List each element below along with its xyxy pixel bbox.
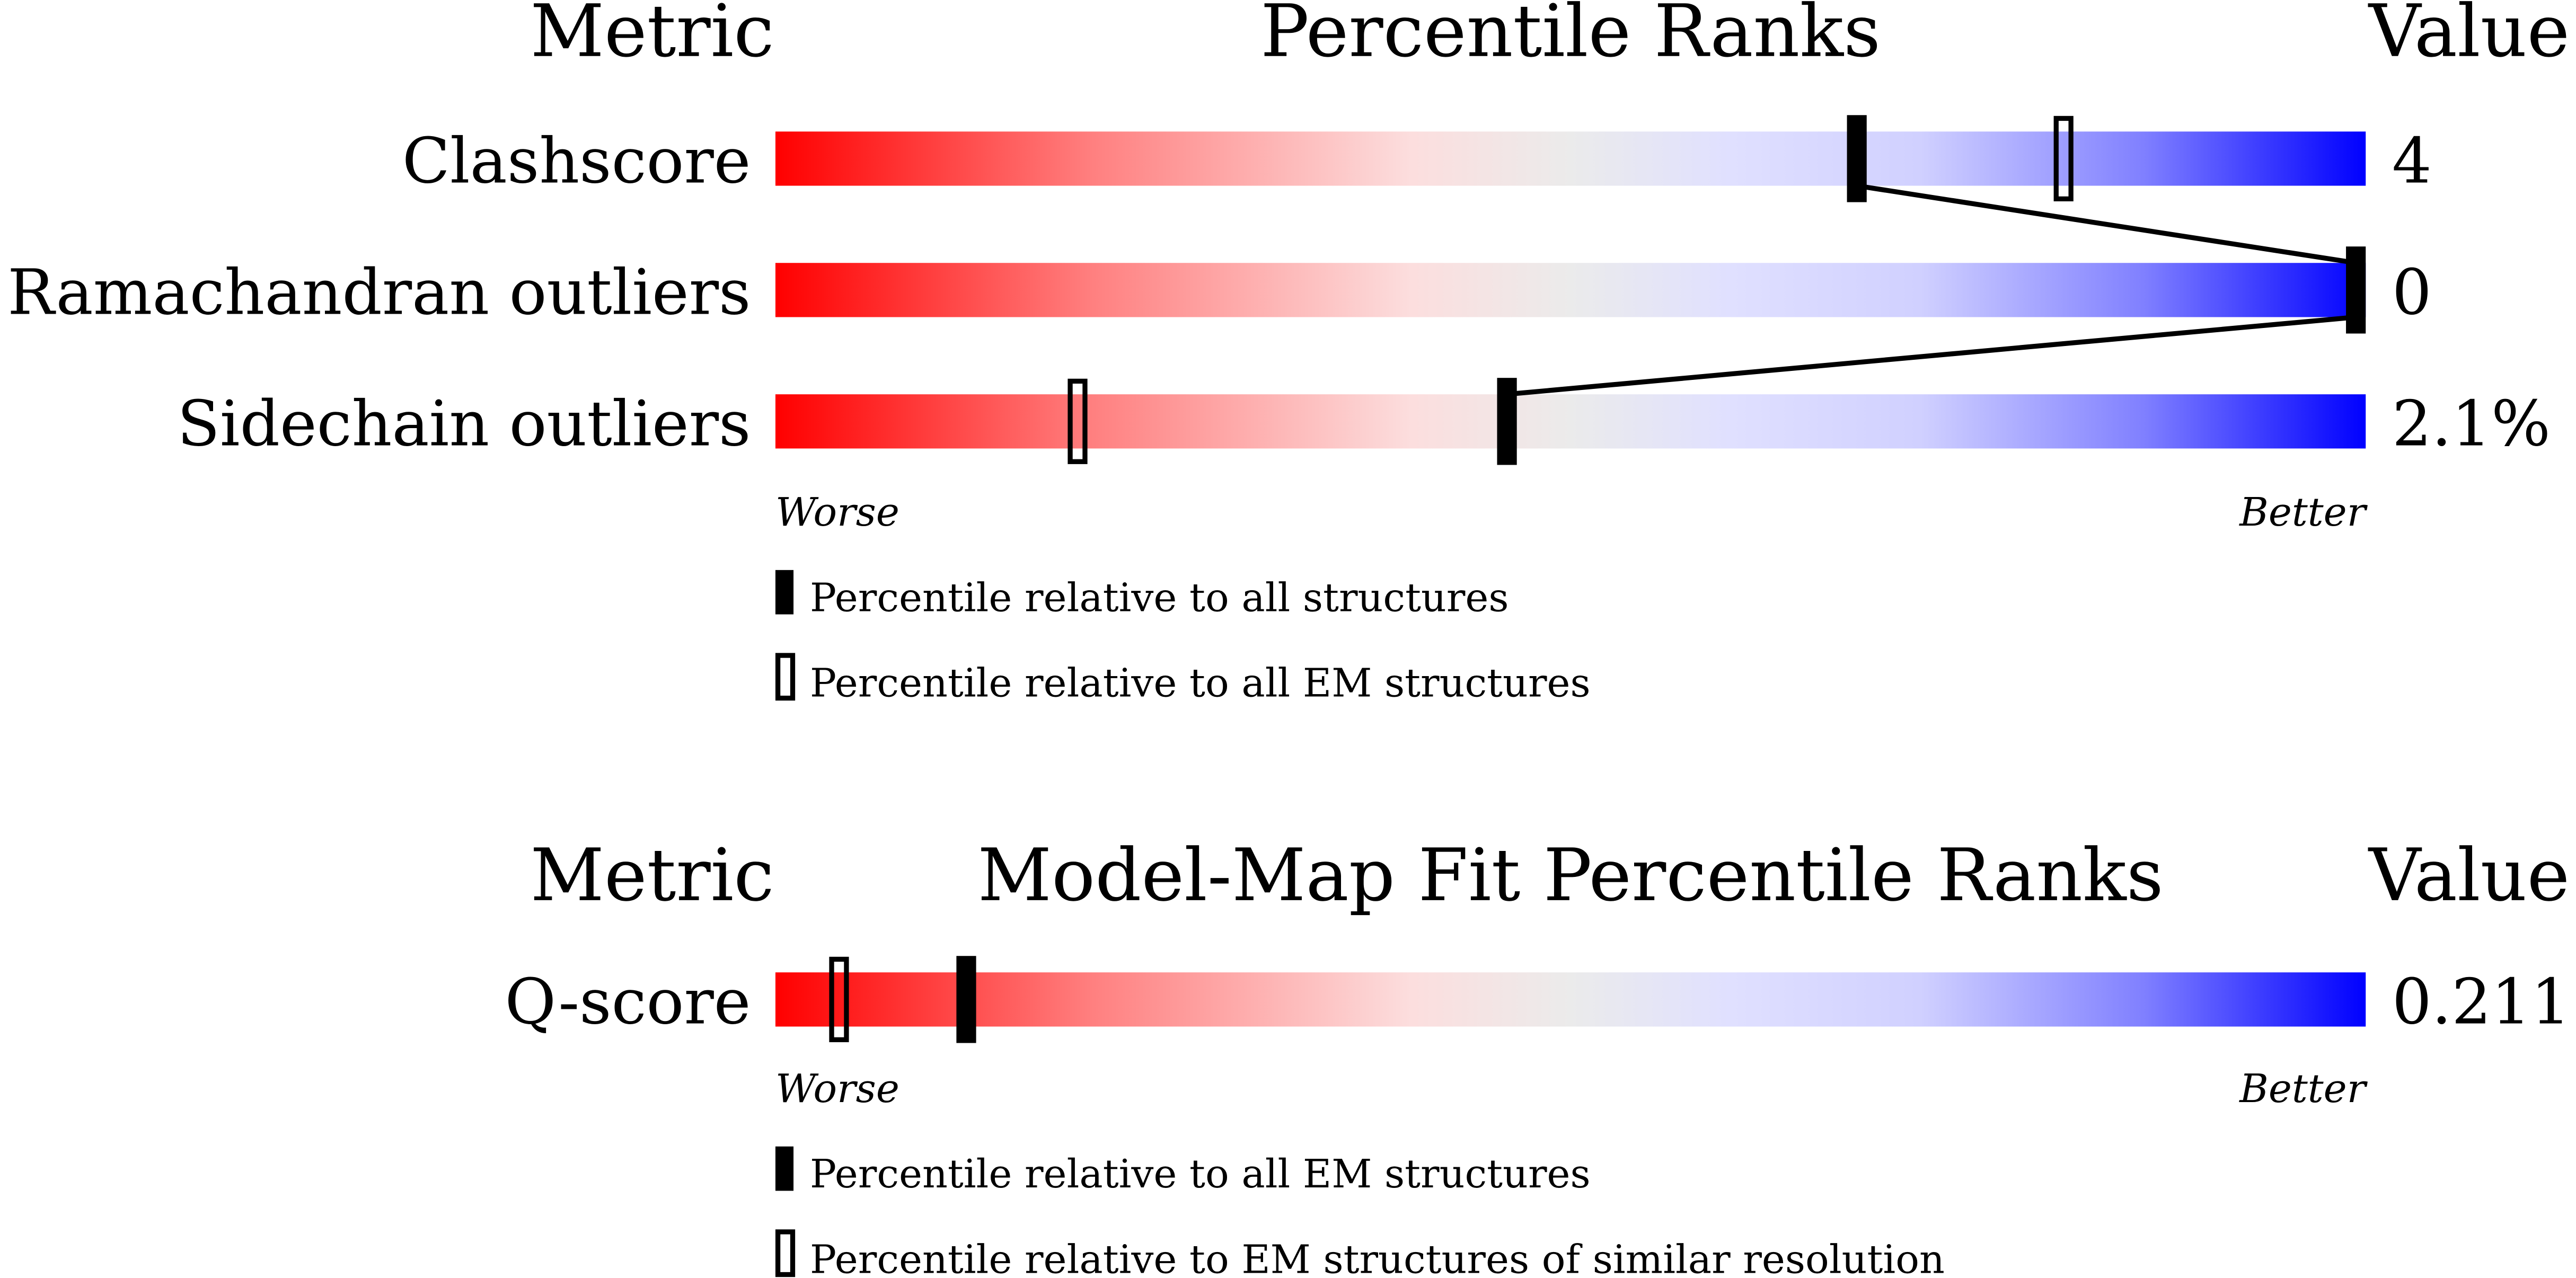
open-marker-em [1068, 378, 1088, 464]
better-label: Better [2238, 489, 2368, 535]
panel-model-map-fit: Q-score 0.211 [505, 956, 2571, 1043]
legend-open-marker [775, 653, 796, 701]
connector-line [1506, 314, 2357, 397]
legend-open-marker-2 [775, 1229, 796, 1277]
percentile-bar [775, 131, 2366, 186]
solid-marker-all [1497, 378, 1517, 465]
metric-label: Clashscore [402, 125, 751, 197]
metric-label: Ramachandran outliers [7, 256, 751, 329]
metric-value: 4 [2392, 125, 2432, 197]
metric-value: 0 [2392, 256, 2432, 329]
metric-value: 2.1% [2392, 387, 2551, 460]
legend-solid-label: Percentile relative to all structures [810, 574, 1509, 620]
legend-solid-marker-2 [775, 1146, 794, 1191]
legend-solid-marker [775, 570, 794, 615]
legend-solid-label-2: Percentile relative to all EM structures [810, 1151, 1591, 1197]
metric-value: 0.211 [2392, 965, 2571, 1038]
solid-marker-all [956, 956, 976, 1043]
legend-open-label: Percentile relative to all EM structures [810, 660, 1591, 706]
percentile-bar [775, 263, 2366, 317]
metric-header-2: Metric [530, 833, 774, 918]
percentile-bar [775, 972, 2366, 1027]
panel-percentile-ranks: Clashscore 4 Ramachandran outliers 0 Sidecha… [7, 115, 2551, 465]
better-label-2: Better [2238, 1066, 2368, 1112]
worse-label: Worse [775, 489, 899, 535]
percentile-bar [775, 394, 2366, 449]
panel-title-2: Model-Map Fit Percentile Ranks [977, 833, 2163, 918]
open-marker-em [829, 956, 849, 1042]
metric-label: Q-score [505, 965, 751, 1038]
legend-open-label-2: Percentile relative to EM structures of … [810, 1236, 1945, 1278]
open-marker-em [2053, 116, 2074, 201]
connector-line [1856, 183, 2357, 265]
panel-title: Percentile Ranks [1260, 0, 1881, 74]
metric-label: Sidechain outliers [177, 387, 751, 460]
metric-header: Metric [530, 0, 774, 74]
value-header: Value [2368, 0, 2570, 74]
value-header-2: Value [2368, 833, 2570, 918]
worse-label-2: Worse [775, 1066, 899, 1112]
